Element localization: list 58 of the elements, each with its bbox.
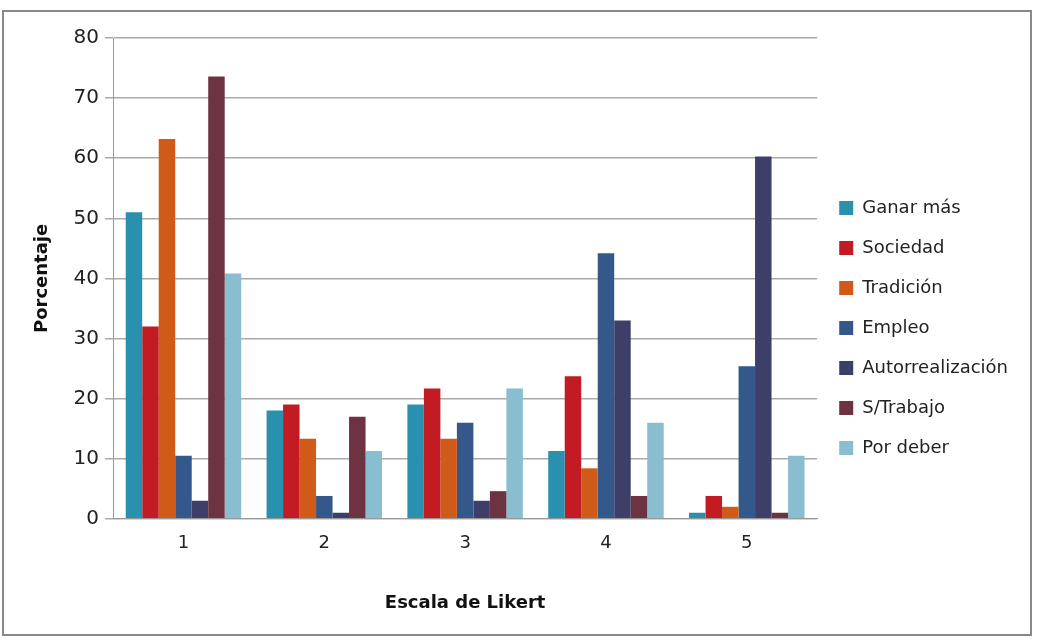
x-tick-label: 4 [600, 531, 612, 553]
bar [208, 76, 225, 519]
bar [489, 491, 507, 519]
x-tick-label: 2 [318, 531, 331, 553]
bar [722, 506, 739, 519]
bar [158, 138, 176, 519]
y-tick-label: 10 [73, 444, 100, 469]
bar [630, 495, 648, 519]
bar [564, 376, 582, 519]
bar [597, 253, 615, 519]
bar [125, 212, 143, 519]
legend-label: Empleo [862, 315, 930, 337]
bar [689, 512, 706, 519]
y-tick-label: 60 [73, 144, 100, 169]
x-axis-title: Escala de Likert [384, 590, 546, 612]
y-tick-label: 70 [73, 84, 100, 109]
bar [365, 450, 383, 519]
bar [349, 416, 366, 519]
y-tick-label: 80 [73, 24, 100, 49]
bar [738, 366, 756, 519]
bar [705, 495, 723, 519]
bar [224, 273, 242, 519]
bar [771, 512, 789, 519]
bar [407, 404, 424, 519]
bar [142, 326, 159, 519]
bar [191, 500, 209, 519]
legend-label: S/Trabajo [862, 395, 945, 417]
y-tick-label: 20 [73, 384, 100, 409]
bar [614, 320, 631, 519]
legend-label: Tradición [861, 275, 943, 297]
y-tick-label: 0 [86, 505, 100, 529]
y-tick-label: 50 [73, 204, 100, 229]
bar [456, 422, 474, 519]
bar [755, 156, 772, 519]
bar [788, 455, 805, 519]
bar [647, 422, 664, 519]
bar [581, 468, 598, 519]
legend-label: Autorrealización [862, 355, 1009, 377]
y-axis-title: Porcentaje [30, 223, 52, 334]
legend-label: Sociedad [862, 235, 945, 257]
bar [316, 495, 333, 519]
y-tick-label: 40 [73, 264, 100, 289]
bar [423, 388, 441, 519]
y-tick-label: 30 [73, 324, 100, 349]
bar [266, 410, 284, 519]
x-tick-label: 3 [459, 531, 471, 553]
bar [473, 500, 490, 519]
bar [440, 438, 457, 519]
bar [299, 438, 317, 519]
bar [506, 388, 523, 519]
bar [332, 512, 350, 519]
bar [283, 404, 300, 519]
bar [548, 450, 565, 519]
x-tick-label: 1 [177, 531, 190, 553]
x-tick-label: 5 [741, 531, 753, 553]
bar [175, 455, 192, 519]
legend-label: Por deber [862, 435, 950, 457]
legend-label: Ganar más [862, 195, 961, 217]
